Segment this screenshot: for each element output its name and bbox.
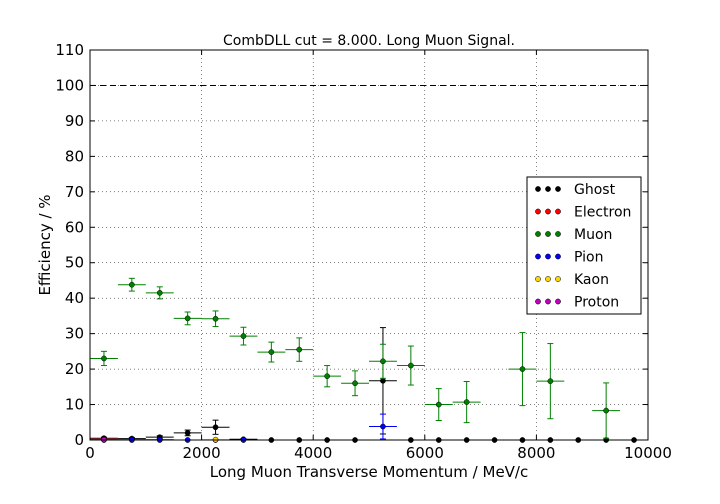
series-muon <box>90 277 621 439</box>
ghost-point <box>184 430 191 436</box>
legend-marker <box>535 276 541 282</box>
x-tick-label: 10000 <box>624 444 672 462</box>
legend-marker <box>535 186 541 192</box>
muon-point <box>380 358 386 365</box>
y-tick-label: 110 <box>55 41 84 59</box>
legend-label: Muon <box>574 227 612 243</box>
legend-marker <box>545 276 551 282</box>
muon-point <box>129 281 135 288</box>
legend-marker <box>535 253 541 260</box>
muon-point <box>519 366 526 372</box>
y-tick-label: 20 <box>65 360 84 378</box>
pion-point <box>380 423 386 430</box>
muon-point <box>324 373 330 380</box>
y-tick-label: 90 <box>65 112 84 130</box>
legend-item-pion: Pion <box>535 250 603 266</box>
y-tick-label: 10 <box>65 396 84 414</box>
muon-point <box>547 378 554 384</box>
chart-title: CombDLL cut = 8.000. Long Muon Signal. <box>223 33 515 49</box>
legend-item-ghost: Ghost <box>535 182 616 198</box>
muon-point <box>603 407 610 414</box>
legend-marker <box>555 231 561 237</box>
y-tick-label: 80 <box>65 147 84 165</box>
ghost-point <box>212 424 219 431</box>
legend-marker <box>545 208 551 215</box>
x-tick-label: 4000 <box>294 444 332 462</box>
muon-point <box>268 349 275 355</box>
legend-marker <box>535 298 541 305</box>
legend-label: Proton <box>574 295 619 311</box>
muon-point <box>463 399 470 405</box>
y-tick-label: 40 <box>65 289 84 307</box>
plot-frame <box>89 49 649 441</box>
legend-item-proton: Proton <box>535 295 619 311</box>
x-tick-label: 2000 <box>183 444 221 462</box>
muon-point <box>296 346 303 353</box>
legend-label: Kaon <box>574 272 609 288</box>
muon-point <box>435 401 442 408</box>
legend-label: Electron <box>574 205 631 221</box>
x-tick-label: 6000 <box>406 444 444 462</box>
legend-marker <box>555 276 561 282</box>
legend-marker <box>545 298 551 305</box>
y-tick-label: 70 <box>65 183 84 201</box>
y-tick-label: 50 <box>65 254 84 272</box>
x-tick-label: 0 <box>85 444 95 462</box>
legend-marker <box>545 253 551 260</box>
legend-label: Ghost <box>574 182 616 198</box>
legend-marker <box>535 231 541 237</box>
legend-item-muon: Muon <box>535 227 612 243</box>
legend-marker <box>545 231 551 237</box>
legend-marker <box>535 208 541 215</box>
legend-item-electron: Electron <box>535 205 631 221</box>
muon-point <box>184 315 191 322</box>
legend: Ghost Electron Muon Pion Kaon Proton <box>526 176 642 315</box>
legend-label: Pion <box>574 250 603 266</box>
muon-point <box>101 355 107 362</box>
data-layer <box>90 277 648 443</box>
x-axis-label: Long Muon Transverse Momentum / MeV/c <box>210 463 528 481</box>
y-tick-label: 0 <box>74 431 84 449</box>
muon-point <box>352 380 358 387</box>
legend-marker <box>555 253 561 260</box>
y-tick-label: 60 <box>65 218 84 236</box>
legend-item-kaon: Kaon <box>535 272 609 288</box>
x-tick-label: 8000 <box>517 444 555 462</box>
muon-point <box>408 362 414 369</box>
legend-marker <box>545 186 551 192</box>
legend-marker <box>555 186 561 192</box>
muon-point <box>240 333 247 339</box>
legend-frame <box>526 176 642 315</box>
muon-point <box>156 290 163 296</box>
ghost-point <box>380 377 386 384</box>
legend-marker <box>555 298 561 305</box>
muon-point <box>212 315 219 322</box>
legend-marker <box>555 208 561 215</box>
ticks: 0 2000 4000 6000 8000 10000 0 10 20 30 40 50 60 70 80 9… <box>55 41 672 462</box>
y-axis-label: Efficiency / % <box>36 194 54 295</box>
y-tick-label: 30 <box>65 325 84 343</box>
y-tick-label: 100 <box>55 76 84 94</box>
